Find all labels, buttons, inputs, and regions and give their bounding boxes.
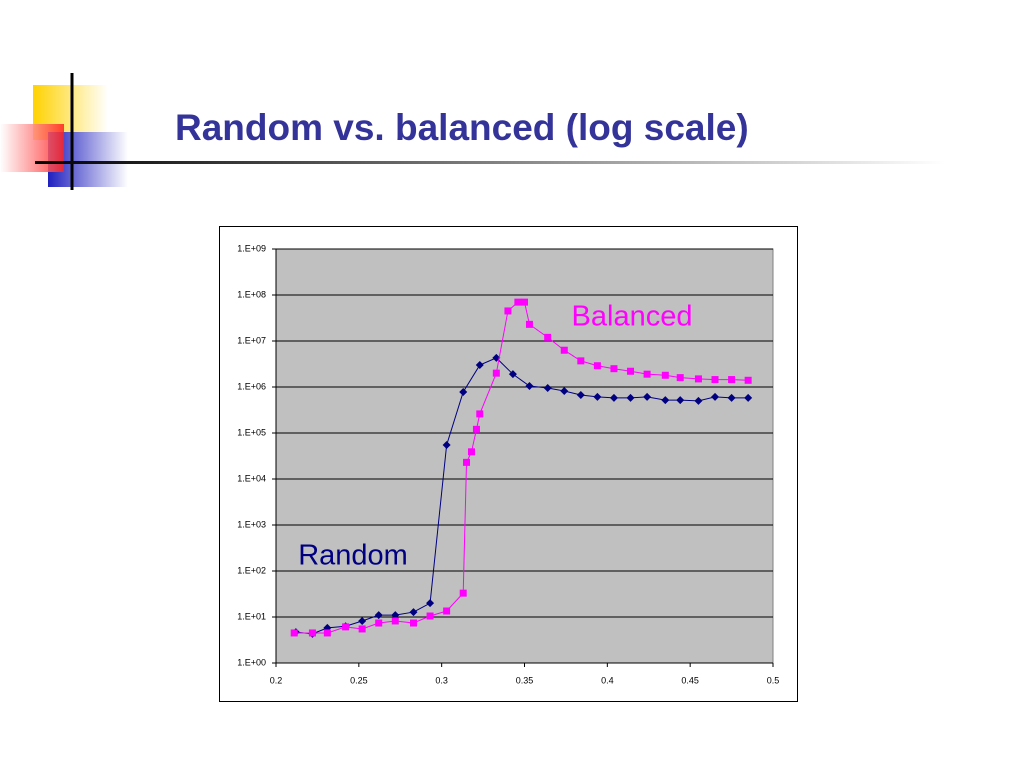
point xyxy=(676,374,684,382)
point xyxy=(459,387,468,396)
point xyxy=(476,410,484,418)
point xyxy=(560,386,569,395)
point xyxy=(711,376,719,384)
point xyxy=(711,392,720,401)
series-label: Random xyxy=(298,540,408,572)
point xyxy=(467,448,475,456)
point xyxy=(443,607,451,615)
x-tick-label: 0.3 xyxy=(435,675,448,685)
x-tick-label: 0.4 xyxy=(601,675,614,685)
point xyxy=(475,361,484,370)
point xyxy=(374,611,383,620)
point xyxy=(694,375,702,383)
point xyxy=(342,623,350,631)
point xyxy=(410,619,418,627)
y-tick-label: 1.E+00 xyxy=(237,657,266,667)
point xyxy=(358,625,366,633)
x-tick-label: 0.35 xyxy=(516,675,534,685)
point xyxy=(391,611,400,620)
point xyxy=(543,384,552,393)
point xyxy=(627,367,635,375)
point xyxy=(661,371,669,379)
point xyxy=(463,458,471,466)
point xyxy=(727,393,736,402)
point xyxy=(593,362,601,370)
point xyxy=(442,440,451,449)
point xyxy=(323,629,331,637)
y-tick-label: 1.E+07 xyxy=(237,335,266,345)
point xyxy=(514,298,522,306)
point xyxy=(576,391,585,400)
series-line xyxy=(295,357,749,635)
point xyxy=(459,589,467,597)
y-tick-label: 1.E+03 xyxy=(237,519,266,529)
point xyxy=(744,393,753,402)
point xyxy=(525,320,533,328)
point xyxy=(643,392,652,401)
series-label: Balanced xyxy=(572,301,693,333)
point xyxy=(521,298,528,306)
point xyxy=(308,629,316,637)
point xyxy=(643,370,651,378)
logo xyxy=(0,73,945,190)
point xyxy=(728,376,736,384)
y-tick-label: 1.E+06 xyxy=(237,381,266,391)
point xyxy=(358,616,367,625)
point xyxy=(744,376,752,384)
point xyxy=(610,365,618,373)
logo-red xyxy=(0,124,64,172)
point xyxy=(577,357,585,365)
point xyxy=(409,608,418,617)
x-tick-label: 0.5 xyxy=(767,675,780,685)
point xyxy=(426,599,435,608)
y-tick-label: 1.E+02 xyxy=(237,565,266,575)
y-tick-label: 1.E+08 xyxy=(237,289,266,299)
point xyxy=(391,617,399,625)
point xyxy=(544,333,552,341)
y-tick-label: 1.E+05 xyxy=(237,427,266,437)
point xyxy=(676,396,685,405)
title-rule xyxy=(35,161,945,164)
plot-area xyxy=(275,248,774,664)
point xyxy=(525,382,534,391)
point xyxy=(504,307,512,315)
point xyxy=(626,393,635,402)
point xyxy=(560,346,568,354)
point xyxy=(661,396,670,405)
x-tick-label: 0.45 xyxy=(681,675,699,685)
point xyxy=(694,396,703,405)
x-tick-label: 0.2 xyxy=(270,675,283,685)
y-tick-label: 1.E+04 xyxy=(237,473,266,483)
slide-title: Random vs. balanced (log scale) xyxy=(175,107,749,148)
y-tick-label: 1.E+01 xyxy=(237,611,266,621)
point xyxy=(290,629,298,637)
point xyxy=(593,392,602,401)
x-tick-label: 0.25 xyxy=(350,675,368,685)
chart: 1.E+00 1.E+01 1.E+02 1.E+03 1.E+04 1.E+05 1.E+… xyxy=(237,243,779,685)
y-tick-label: 1.E+09 xyxy=(237,243,266,253)
point xyxy=(426,612,434,620)
point xyxy=(472,425,480,433)
point xyxy=(609,393,618,402)
point xyxy=(375,619,383,627)
point xyxy=(492,369,500,377)
point xyxy=(508,370,517,379)
